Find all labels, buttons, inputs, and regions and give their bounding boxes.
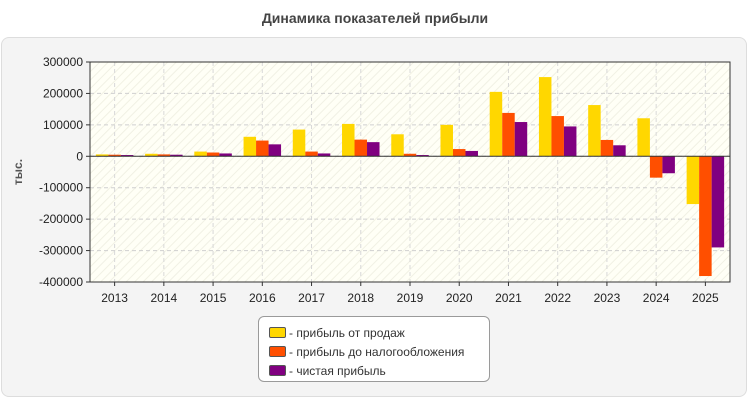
legend: - прибыль от продаж - прибыль до налогоо… (258, 316, 490, 382)
y-tick-label: 0 (76, 149, 83, 163)
y-tick-label: 200000 (43, 86, 83, 100)
x-tick-label: 2024 (643, 291, 670, 305)
y-tick-label: 300000 (43, 55, 83, 69)
bar-2016-s2 (268, 144, 282, 157)
x-tick-label: 2021 (495, 291, 522, 305)
bar-2013-s2 (120, 155, 134, 157)
plot-frame (89, 61, 731, 283)
x-tick-label: 2019 (397, 291, 424, 305)
bar-2018-s0 (342, 123, 355, 157)
bar-2022-s2 (563, 126, 577, 157)
x-tick-label: 2018 (347, 291, 374, 305)
bar-2014-s2 (170, 154, 183, 157)
bar-2025-s2 (711, 156, 725, 248)
bar-2015-s0 (194, 151, 207, 157)
bar-2023-s2 (613, 145, 626, 157)
x-tick-label: 2016 (249, 291, 276, 305)
x-tick-label: 2022 (544, 291, 571, 305)
bar-2020-s0 (440, 124, 453, 157)
bar-2020-s1 (452, 149, 466, 157)
bar-2015-s1 (206, 152, 220, 157)
chart-title: Динамика показателей прибыли (261, 10, 489, 26)
bar-2014-s1 (157, 154, 171, 157)
legend-item-pretax-profit: - прибыль до налогообложения (269, 342, 489, 361)
bar-2018-s2 (367, 142, 380, 157)
bar-2017-s1 (305, 151, 318, 157)
bar-2024-s0 (637, 118, 650, 157)
bar-2016-s0 (243, 136, 257, 157)
bar-2014-s0 (145, 153, 158, 157)
bar-2013-s1 (108, 154, 121, 157)
bar-2022-s0 (538, 77, 552, 157)
bar-2021-s1 (502, 112, 515, 157)
y-tick-label: -300000 (39, 244, 83, 258)
bar-2013-s0 (95, 154, 109, 157)
bar-2020-s2 (465, 150, 478, 157)
x-tick-label: 2023 (594, 291, 621, 305)
x-tick-label: 2025 (692, 291, 719, 305)
legend-item-sales-profit: - прибыль от продаж (269, 323, 489, 342)
bar-2018-s1 (354, 139, 368, 157)
bar-2023-s1 (600, 139, 614, 157)
bar-2017-s0 (292, 129, 306, 157)
bar-2022-s1 (551, 116, 564, 157)
y-axis-label: тыс. (11, 159, 25, 185)
bar-2019-s1 (403, 153, 417, 157)
x-tick-label: 2017 (298, 291, 325, 305)
x-tick-label: 2020 (446, 291, 473, 305)
legend-label-sales-profit: - прибыль от продаж (289, 325, 405, 340)
bar-2015-s2 (219, 153, 232, 157)
bar-2017-s2 (317, 153, 331, 157)
legend-label-pretax-profit: - прибыль до налогообложения (289, 344, 465, 359)
legend-item-net-profit: - чистая прибыль (269, 361, 489, 380)
y-tick-label: 100000 (43, 118, 83, 132)
bar-2025-s0 (686, 156, 700, 205)
y-tick-label: -100000 (39, 181, 83, 195)
y-tick-label: -400000 (39, 275, 83, 289)
legend-swatch-pretax-profit (269, 346, 286, 357)
x-tick-label: 2013 (101, 291, 128, 305)
bar-2019-s2 (416, 155, 429, 157)
bar-2021-s0 (489, 91, 503, 157)
x-tick-label: 2015 (200, 291, 227, 305)
y-tick-label: -200000 (39, 212, 83, 226)
legend-label-net-profit: - чистая прибыль (289, 363, 386, 378)
x-tick-label: 2014 (150, 291, 177, 305)
bar-2019-s0 (391, 134, 404, 157)
bar-2024-s2 (662, 156, 675, 174)
bar-2024-s1 (649, 156, 663, 178)
legend-swatch-net-profit (269, 365, 286, 376)
bar-2021-s2 (514, 122, 528, 157)
bar-2023-s0 (588, 105, 601, 157)
bar-2016-s1 (256, 140, 269, 157)
legend-swatch-sales-profit (269, 327, 286, 338)
bar-2025-s1 (699, 156, 712, 277)
plot-hatch (90, 62, 730, 282)
